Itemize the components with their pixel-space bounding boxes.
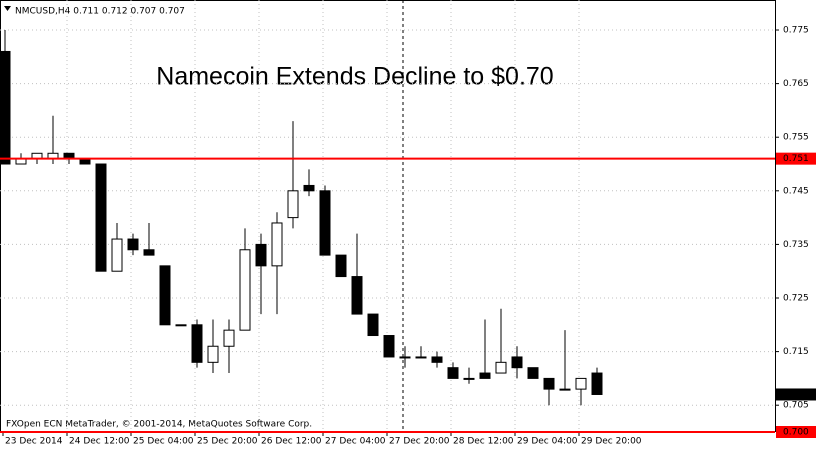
last-price-tag xyxy=(776,388,816,401)
candle-body xyxy=(591,372,603,395)
candle-body xyxy=(399,356,411,359)
chart-header: NMCUSD,H4 0.711 0.712 0.707 0.707 xyxy=(15,7,185,17)
candle-body xyxy=(175,324,187,327)
candle-body xyxy=(495,361,507,374)
level-tag xyxy=(776,152,816,165)
candle-body xyxy=(431,356,443,363)
x-tick-label: 27 Dec 20:00 xyxy=(389,437,450,447)
candle-body xyxy=(143,249,155,256)
candle-body xyxy=(319,190,331,256)
x-tick-label: 29 Dec 04:00 xyxy=(517,437,578,447)
level-label: 0.700 xyxy=(783,428,809,438)
menu-arrow xyxy=(4,6,11,11)
candle-body xyxy=(271,222,283,267)
candle-body xyxy=(527,367,539,379)
x-tick-label: 25 Dec 04:00 xyxy=(133,437,194,447)
candle-body xyxy=(207,345,219,363)
candle-body xyxy=(287,190,299,219)
candle-body xyxy=(559,388,571,391)
x-tick-label: 27 Dec 04:00 xyxy=(325,437,386,447)
candle-body xyxy=(191,324,203,363)
y-tick-label: 0.765 xyxy=(783,79,809,89)
x-tick-label: 26 Dec 12:00 xyxy=(261,437,322,447)
candle-body xyxy=(351,276,363,315)
chart-title: Namecoin Extends Decline to $0.70 xyxy=(156,63,553,91)
candle-body xyxy=(239,249,251,331)
y-tick-label: 0.745 xyxy=(783,186,809,196)
candle-body xyxy=(159,265,171,326)
y-tick-label: 0.735 xyxy=(783,240,809,250)
x-tick-label: 24 Dec 12:00 xyxy=(69,437,130,447)
x-tick-label: 23 Dec 2014 xyxy=(5,437,63,447)
last-price-label: 0.707 xyxy=(783,390,809,400)
candle-body xyxy=(127,238,139,251)
level-tag xyxy=(776,426,816,438)
candle-body xyxy=(367,313,379,337)
y-tick-label: 0.705 xyxy=(783,401,809,411)
candle-body xyxy=(479,372,491,379)
candle-body xyxy=(575,377,587,390)
candle-body xyxy=(415,356,427,359)
x-tick-label: 28 Dec 12:00 xyxy=(453,437,514,447)
y-tick-label: 0.775 xyxy=(783,26,809,36)
level-label: 0.751 xyxy=(783,154,809,164)
candle-body xyxy=(463,377,475,380)
y-tick-label: 0.755 xyxy=(783,133,809,143)
candle-body xyxy=(223,329,235,347)
plot-frame xyxy=(0,0,776,432)
candle-body xyxy=(255,243,267,267)
footer: FXOpen ECN MetaTrader, © 2001-2014, Meta… xyxy=(6,420,312,430)
x-tick-label: 25 Dec 20:00 xyxy=(197,437,258,447)
y-tick-label: 0.725 xyxy=(783,294,809,304)
candle-body xyxy=(303,184,315,192)
candle-body xyxy=(447,367,459,379)
y-tick-label: 0.715 xyxy=(783,347,809,357)
candle-body xyxy=(95,163,107,272)
candle-body xyxy=(383,335,395,358)
candle-body xyxy=(335,254,347,278)
candle-body xyxy=(511,356,523,369)
candle-body xyxy=(543,377,555,390)
candle-body xyxy=(0,50,11,165)
x-tick-label: 29 Dec 20:00 xyxy=(581,437,642,447)
candle-body xyxy=(111,238,123,272)
